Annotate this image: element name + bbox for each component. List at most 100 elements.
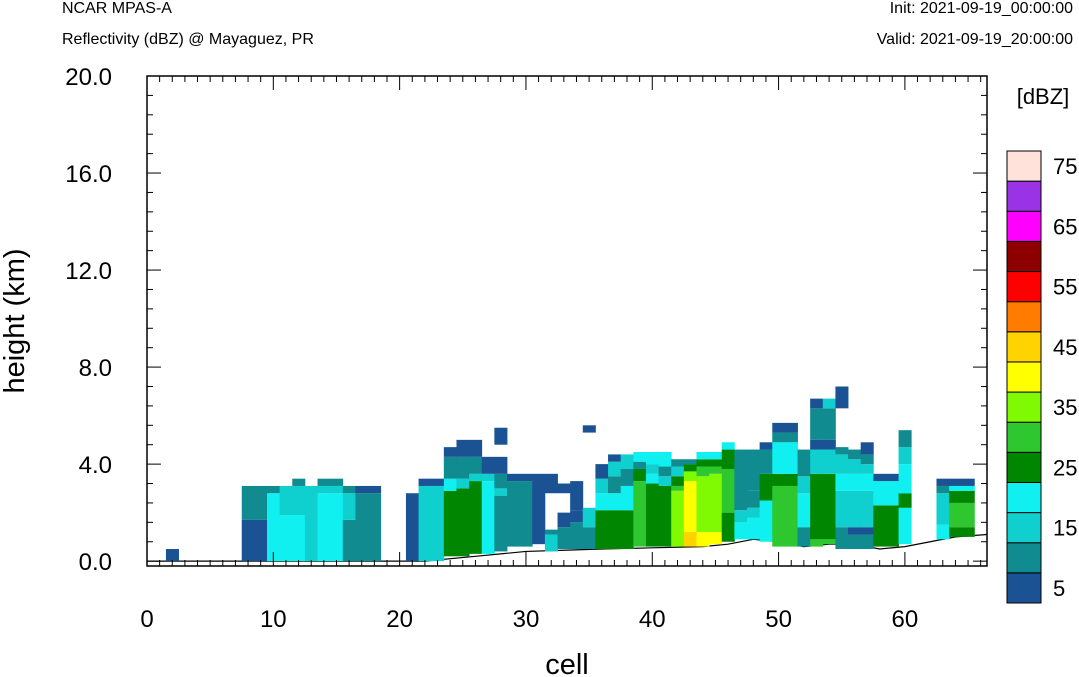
reflectivity-cell [949, 527, 963, 537]
reflectivity-cell [683, 459, 697, 465]
y-tick-label: 12.0 [65, 258, 112, 285]
x-tick-label: 40 [639, 606, 666, 633]
reflectivity-cell [961, 478, 975, 486]
reflectivity-cell [645, 464, 659, 474]
reflectivity-cell [721, 442, 735, 450]
terrain-line-path [147, 533, 988, 562]
reflectivity-cell [949, 490, 963, 503]
plot-frame [146, 75, 988, 567]
reflectivity-cell [317, 478, 331, 486]
colorbar-swatch [1006, 240, 1042, 273]
reflectivity-cell [557, 527, 571, 550]
reflectivity-cell [835, 454, 849, 474]
reflectivity-cell [949, 485, 963, 491]
reflectivity-cell [696, 459, 710, 467]
reflectivity-cell [873, 481, 887, 506]
reflectivity-cell [570, 522, 584, 550]
init-time: Init: 2021-09-19_00:00:00 [889, 0, 1073, 17]
reflectivity-cell [279, 515, 293, 562]
reflectivity-cell [456, 488, 470, 557]
reflectivity-cell [267, 485, 281, 494]
reflectivity-cell [696, 451, 710, 460]
colorbar-swatch [1006, 542, 1042, 574]
reflectivity-cell [860, 527, 874, 535]
colorbar-label: 65 [1053, 214, 1077, 239]
reflectivity-cell [418, 485, 432, 562]
reflectivity-cell [759, 500, 773, 542]
reflectivity-cell [241, 485, 255, 520]
colorbar-swatch [1006, 331, 1042, 363]
reflectivity-cell [721, 512, 735, 542]
reflectivity-cell [658, 466, 672, 477]
colorbar-label: 75 [1053, 154, 1077, 179]
reflectivity-cell [582, 425, 596, 433]
colorbar-label: 15 [1053, 516, 1077, 541]
reflectivity-cell [608, 461, 622, 477]
reflectivity-cell [709, 451, 723, 460]
reflectivity-cell [835, 386, 849, 409]
reflectivity-cell [494, 488, 508, 496]
reflectivity-cell [734, 449, 748, 501]
reflectivity-cell [936, 493, 950, 525]
reflectivity-cell [848, 527, 862, 535]
reflectivity-cell [494, 495, 508, 552]
reflectivity-cell [797, 476, 811, 494]
reflectivity-cell [898, 493, 912, 508]
reflectivity-cell [469, 473, 483, 482]
y-axis-title: height (km) [0, 248, 31, 393]
reflectivity-cell [507, 473, 521, 482]
reflectivity-cell [860, 454, 874, 465]
reflectivity-cell [759, 449, 773, 474]
reflectivity-cell [683, 471, 697, 482]
reflectivity-cell [683, 464, 697, 472]
reflectivity-cell [494, 427, 508, 445]
reflectivity-cell [784, 422, 798, 433]
reflectivity-cell [633, 461, 647, 469]
reflectivity-cell [330, 493, 344, 562]
x-tick-label: 10 [260, 606, 287, 633]
reflectivity-cell [671, 466, 685, 477]
reflectivity-cell [759, 473, 773, 501]
reflectivity-cell [936, 478, 950, 486]
reflectivity-cell [822, 398, 836, 409]
reflectivity-cell [747, 507, 761, 518]
reflectivity-cell [443, 478, 457, 491]
reflectivity-cell [835, 447, 849, 455]
terrain-line [147, 533, 988, 562]
reflectivity-cell [456, 478, 470, 489]
reflectivity-cell [241, 519, 255, 562]
colorbar-swatch [1006, 180, 1042, 212]
reflectivity-cell [671, 459, 685, 467]
reflectivity-cell [582, 507, 596, 528]
reflectivity-cell [304, 485, 318, 562]
colorbar-swatch [1006, 481, 1042, 514]
reflectivity-cell [582, 527, 596, 550]
reflectivity-cell [418, 478, 432, 486]
reflectivity-cell [949, 478, 963, 486]
reflectivity-cell [721, 449, 735, 469]
reflectivity-cell [848, 459, 862, 474]
colorbar-swatch [1006, 271, 1042, 303]
reflectivity-cell [822, 449, 836, 474]
reflectivity-cell [721, 468, 735, 513]
reflectivity-cell [658, 485, 672, 547]
reflectivity-cell [481, 456, 495, 474]
reflectivity-cell [734, 500, 748, 511]
reflectivity-cell [709, 466, 723, 474]
reflectivity-cell [873, 505, 887, 547]
reflectivity-cell [898, 447, 912, 465]
y-tick-label: 16.0 [65, 161, 112, 188]
reflectivity-cell [709, 532, 723, 545]
reflectivity-cell [342, 485, 356, 494]
colorbar-label: 35 [1053, 395, 1077, 420]
colorbar-swatch [1006, 451, 1042, 483]
plot-subtitle: Reflectivity (dBZ) @ Mayaguez, PR [62, 31, 314, 48]
reflectivity-cell [481, 473, 495, 482]
colorbar-swatch [1006, 301, 1042, 333]
reflectivity-cell [595, 510, 609, 550]
colorbar [1006, 150, 1042, 604]
reflectivity-cell [279, 485, 293, 516]
reflectivity-cell [772, 432, 786, 443]
reflectivity-cell [961, 527, 975, 537]
